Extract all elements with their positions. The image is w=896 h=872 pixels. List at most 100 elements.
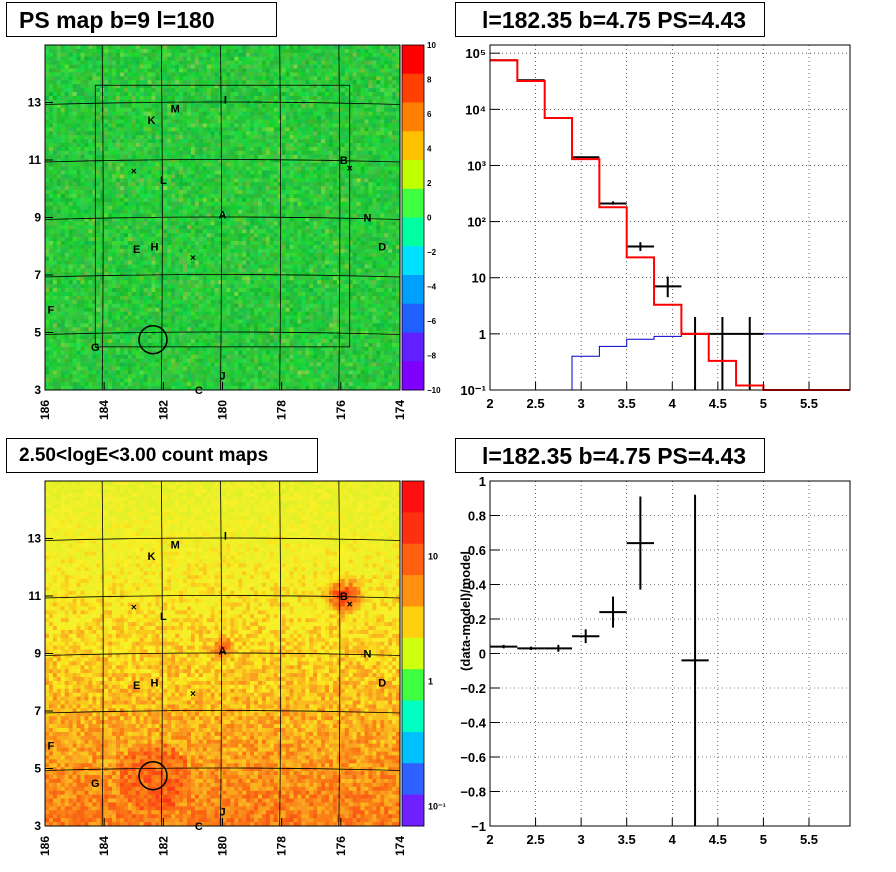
source-label-c: C <box>195 385 203 397</box>
x-tick-label: 176 <box>334 836 348 856</box>
x-tick-label: 182 <box>156 836 170 856</box>
y-tick-label: 0.8 <box>468 509 486 524</box>
x-tick-label: 2.5 <box>527 832 545 847</box>
colorbar-tick-label: 2 <box>427 179 432 188</box>
count-map-title: 2.50<logE<3.00 count maps <box>6 438 318 473</box>
y-tick-label: 1 <box>479 474 486 489</box>
y-tick-label: 13 <box>28 532 42 546</box>
source-label-d: D <box>378 241 386 253</box>
y-tick-label: 0.4 <box>468 578 487 593</box>
y-tick-label: 10³ <box>467 158 486 173</box>
y-tick-label: 7 <box>34 704 41 718</box>
y-tick-label: 13 <box>28 96 42 110</box>
source-label-c: C <box>195 821 203 833</box>
source-label-n: N <box>363 649 371 661</box>
source-label-a: A <box>219 210 227 222</box>
spectrum-frame <box>489 44 851 391</box>
colorbar-tick-label: 1 <box>428 676 433 686</box>
y-tick-label: 10⁵ <box>465 46 486 61</box>
source-label-k: K <box>148 551 156 563</box>
colorbar-tick-label: 10 <box>428 551 438 561</box>
source-label-k: K <box>148 115 156 127</box>
source-label-h: H <box>150 677 158 689</box>
x-tick-label: 184 <box>97 400 111 420</box>
source-label-i: I <box>224 531 227 543</box>
source-label-m: M <box>171 539 180 551</box>
colorbar-tick-label: 8 <box>427 76 432 85</box>
x-tick-label: 178 <box>275 836 289 856</box>
source-label-b: B <box>340 155 348 167</box>
source-label-f: F <box>48 305 55 317</box>
source-label-l: L <box>160 611 167 623</box>
source-label-a: A <box>219 646 227 658</box>
x-tick-label: 174 <box>393 836 407 856</box>
ps-map-pixels <box>45 45 401 391</box>
y-tick-label: 10⁴ <box>465 102 486 117</box>
x-tick-label: 2 <box>486 832 493 847</box>
target-circle <box>138 760 168 791</box>
y-tick-label: 1 <box>479 327 486 342</box>
cross-marker: × <box>347 600 353 611</box>
cross-marker: × <box>131 167 137 178</box>
source-label-f: F <box>48 741 55 753</box>
y-tick-label: −0.2 <box>460 681 486 696</box>
source-label-b: B <box>340 591 348 603</box>
y-tick-label: 5 <box>34 326 41 340</box>
x-tick-label: 182 <box>156 400 170 420</box>
y-tick-label: 0 <box>479 647 486 662</box>
x-tick-label: 3 <box>578 396 585 411</box>
x-tick-label: 4.5 <box>709 832 727 847</box>
cnt-colorbar <box>402 481 424 827</box>
source-label-g: G <box>91 342 100 354</box>
ps-colorbar <box>402 45 424 391</box>
cnt-coord-grid <box>44 480 401 827</box>
x-tick-label: 180 <box>216 400 230 420</box>
colorbar-tick-label: 10 <box>427 41 436 50</box>
y-tick-label: 9 <box>34 211 41 225</box>
x-tick-label: 184 <box>97 836 111 856</box>
colorbar-tick-label: −6 <box>427 317 437 326</box>
x-tick-label: 186 <box>38 836 52 856</box>
y-tick-label: 10 <box>472 271 486 286</box>
y-tick-label: 0.2 <box>468 612 486 627</box>
x-tick-label: 3.5 <box>618 396 636 411</box>
y-tick-label: 3 <box>34 819 41 833</box>
ps-map-title: PS map b=9 l=180 <box>6 2 277 37</box>
colorbar-tick-label: 10⁻¹ <box>428 802 446 812</box>
x-tick-label: 176 <box>334 400 348 420</box>
colorbar-tick-label: −4 <box>427 283 437 292</box>
residual-grid <box>490 481 850 826</box>
y-tick-label: −1 <box>471 819 486 834</box>
colorbar-tick-label: −2 <box>427 248 437 257</box>
target-circle <box>138 324 168 355</box>
x-tick-label: 4 <box>669 396 677 411</box>
colorbar-tick-label: −10 <box>427 386 441 395</box>
spectrum-title: l=182.35 b=4.75 PS=4.43 <box>455 2 765 37</box>
y-tick-label: 0.6 <box>468 543 486 558</box>
x-tick-label: 180 <box>216 836 230 856</box>
y-tick-label: −0.8 <box>460 785 486 800</box>
colorbar-tick-label: 4 <box>427 145 432 154</box>
x-tick-label: 3 <box>578 832 585 847</box>
x-tick-label: 186 <box>38 400 52 420</box>
total-model-line <box>490 59 850 391</box>
cnt-map-pixels <box>45 481 401 827</box>
y-tick-label: 9 <box>34 647 41 661</box>
colorbar-tick-label: −8 <box>427 352 437 361</box>
residual-y-axis-label: (data-model)/model <box>458 551 473 671</box>
source-label-n: N <box>363 213 371 225</box>
cross-marker: × <box>190 689 196 700</box>
source-label-g: G <box>91 778 100 790</box>
background-model-line <box>490 333 850 391</box>
residual-title: l=182.35 b=4.75 PS=4.43 <box>455 438 765 473</box>
source-label-d: D <box>378 677 386 689</box>
cross-marker: × <box>347 164 353 175</box>
colorbar-tick-label: 6 <box>427 110 432 119</box>
source-label-i: I <box>224 95 227 107</box>
roi-box <box>94 84 351 348</box>
x-tick-label: 3.5 <box>618 832 636 847</box>
x-tick-label: 4 <box>669 832 677 847</box>
x-tick-label: 2 <box>486 396 493 411</box>
y-tick-label: 3 <box>34 383 41 397</box>
